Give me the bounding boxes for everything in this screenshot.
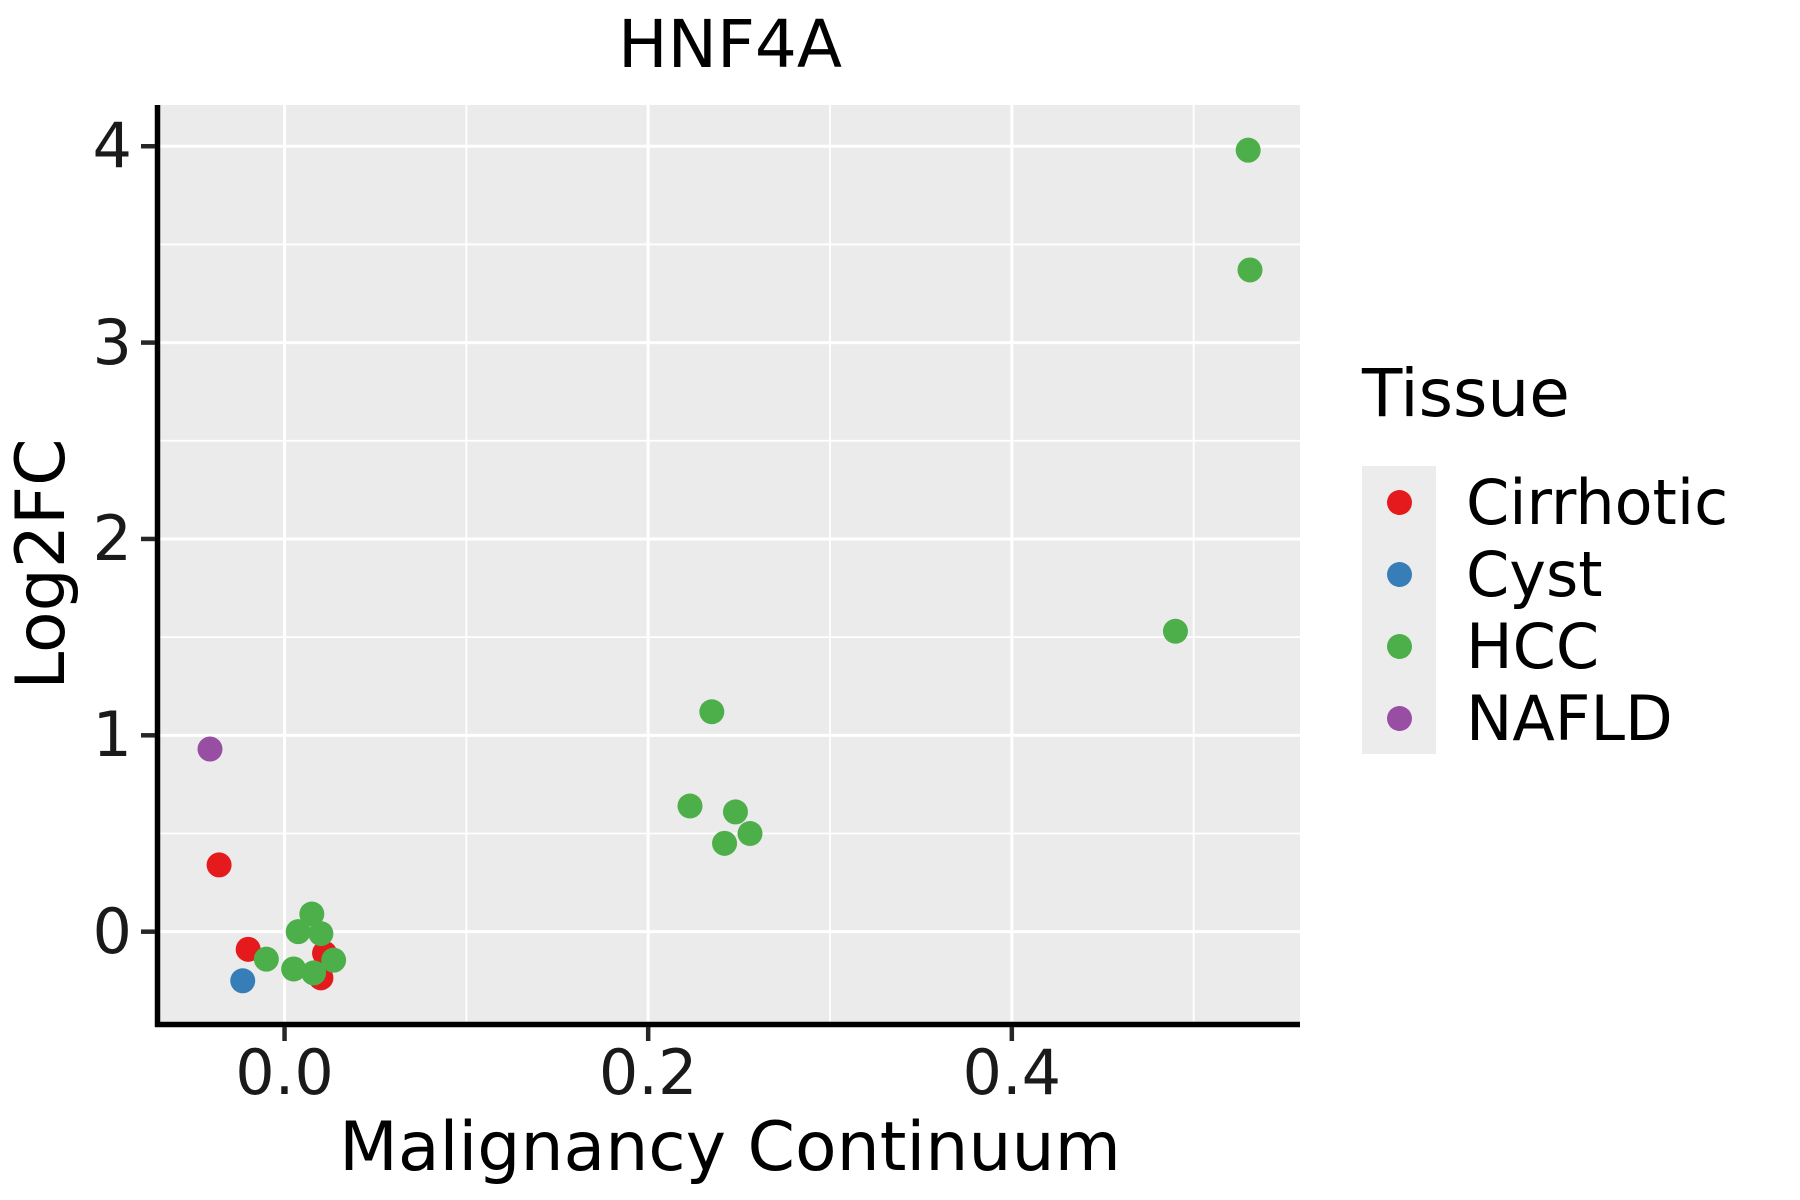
- data-point-hcc: [301, 960, 327, 986]
- legend-item-hcc: HCC: [1362, 609, 1792, 683]
- data-point-hcc: [321, 947, 347, 973]
- data-point-hcc: [737, 820, 763, 846]
- legend-dot-icon: [1386, 489, 1412, 515]
- data-point-hcc: [253, 946, 279, 972]
- y-tick-label: 3: [92, 305, 132, 379]
- legend-dot-icon: [1386, 633, 1412, 659]
- data-point-nafld: [197, 736, 223, 762]
- legend-key: [1362, 466, 1436, 538]
- data-point-hcc: [1162, 618, 1188, 644]
- legend-label: NAFLD: [1466, 681, 1673, 755]
- data-point-hcc: [1235, 137, 1261, 163]
- plot-title: HNF4A: [617, 6, 843, 83]
- y-tick-label: 0: [92, 894, 132, 968]
- legend: Tissue Cirrhotic Cyst HCC NAFLD: [1362, 355, 1792, 755]
- data-point-hcc: [281, 956, 307, 982]
- legend-dot-icon: [1386, 561, 1412, 587]
- legend-item-nafld: NAFLD: [1362, 681, 1792, 755]
- x-tick-label: 0.4: [962, 1036, 1062, 1109]
- legend-item-cyst: Cyst: [1362, 537, 1792, 611]
- x-tick-label: 0.2: [598, 1036, 698, 1109]
- data-point-hcc: [285, 919, 311, 945]
- data-point-cirrhotic: [206, 852, 232, 878]
- legend-key: [1362, 682, 1436, 754]
- legend-label: Cirrhotic: [1466, 465, 1729, 539]
- y-tick-label: 2: [92, 501, 132, 575]
- legend-title: Tissue: [1362, 355, 1570, 432]
- plot-panel: [160, 105, 1300, 1022]
- data-point-cyst: [230, 968, 256, 994]
- legend-label: Cyst: [1466, 537, 1603, 611]
- legend-item-cirrhotic: Cirrhotic: [1362, 465, 1792, 539]
- y-tick-label: 1: [92, 698, 132, 772]
- legend-key: [1362, 610, 1436, 682]
- data-point-hcc: [722, 799, 748, 825]
- x-tick-label: 0.0: [235, 1036, 334, 1109]
- data-point-hcc: [1237, 257, 1263, 283]
- data-point-hcc: [677, 793, 703, 819]
- legend-key: [1362, 538, 1436, 610]
- legend-dot-icon: [1386, 705, 1412, 731]
- data-point-hcc: [299, 901, 325, 927]
- legend-items: Cirrhotic Cyst HCC NAFLD: [1362, 465, 1792, 755]
- y-tick-label: 4: [92, 109, 132, 183]
- x-axis-label: Malignancy Continuum: [339, 1108, 1121, 1187]
- data-point-hcc: [699, 699, 725, 725]
- legend-label: HCC: [1466, 609, 1600, 683]
- data-point-hcc: [308, 921, 334, 947]
- data-point-hcc: [712, 830, 738, 856]
